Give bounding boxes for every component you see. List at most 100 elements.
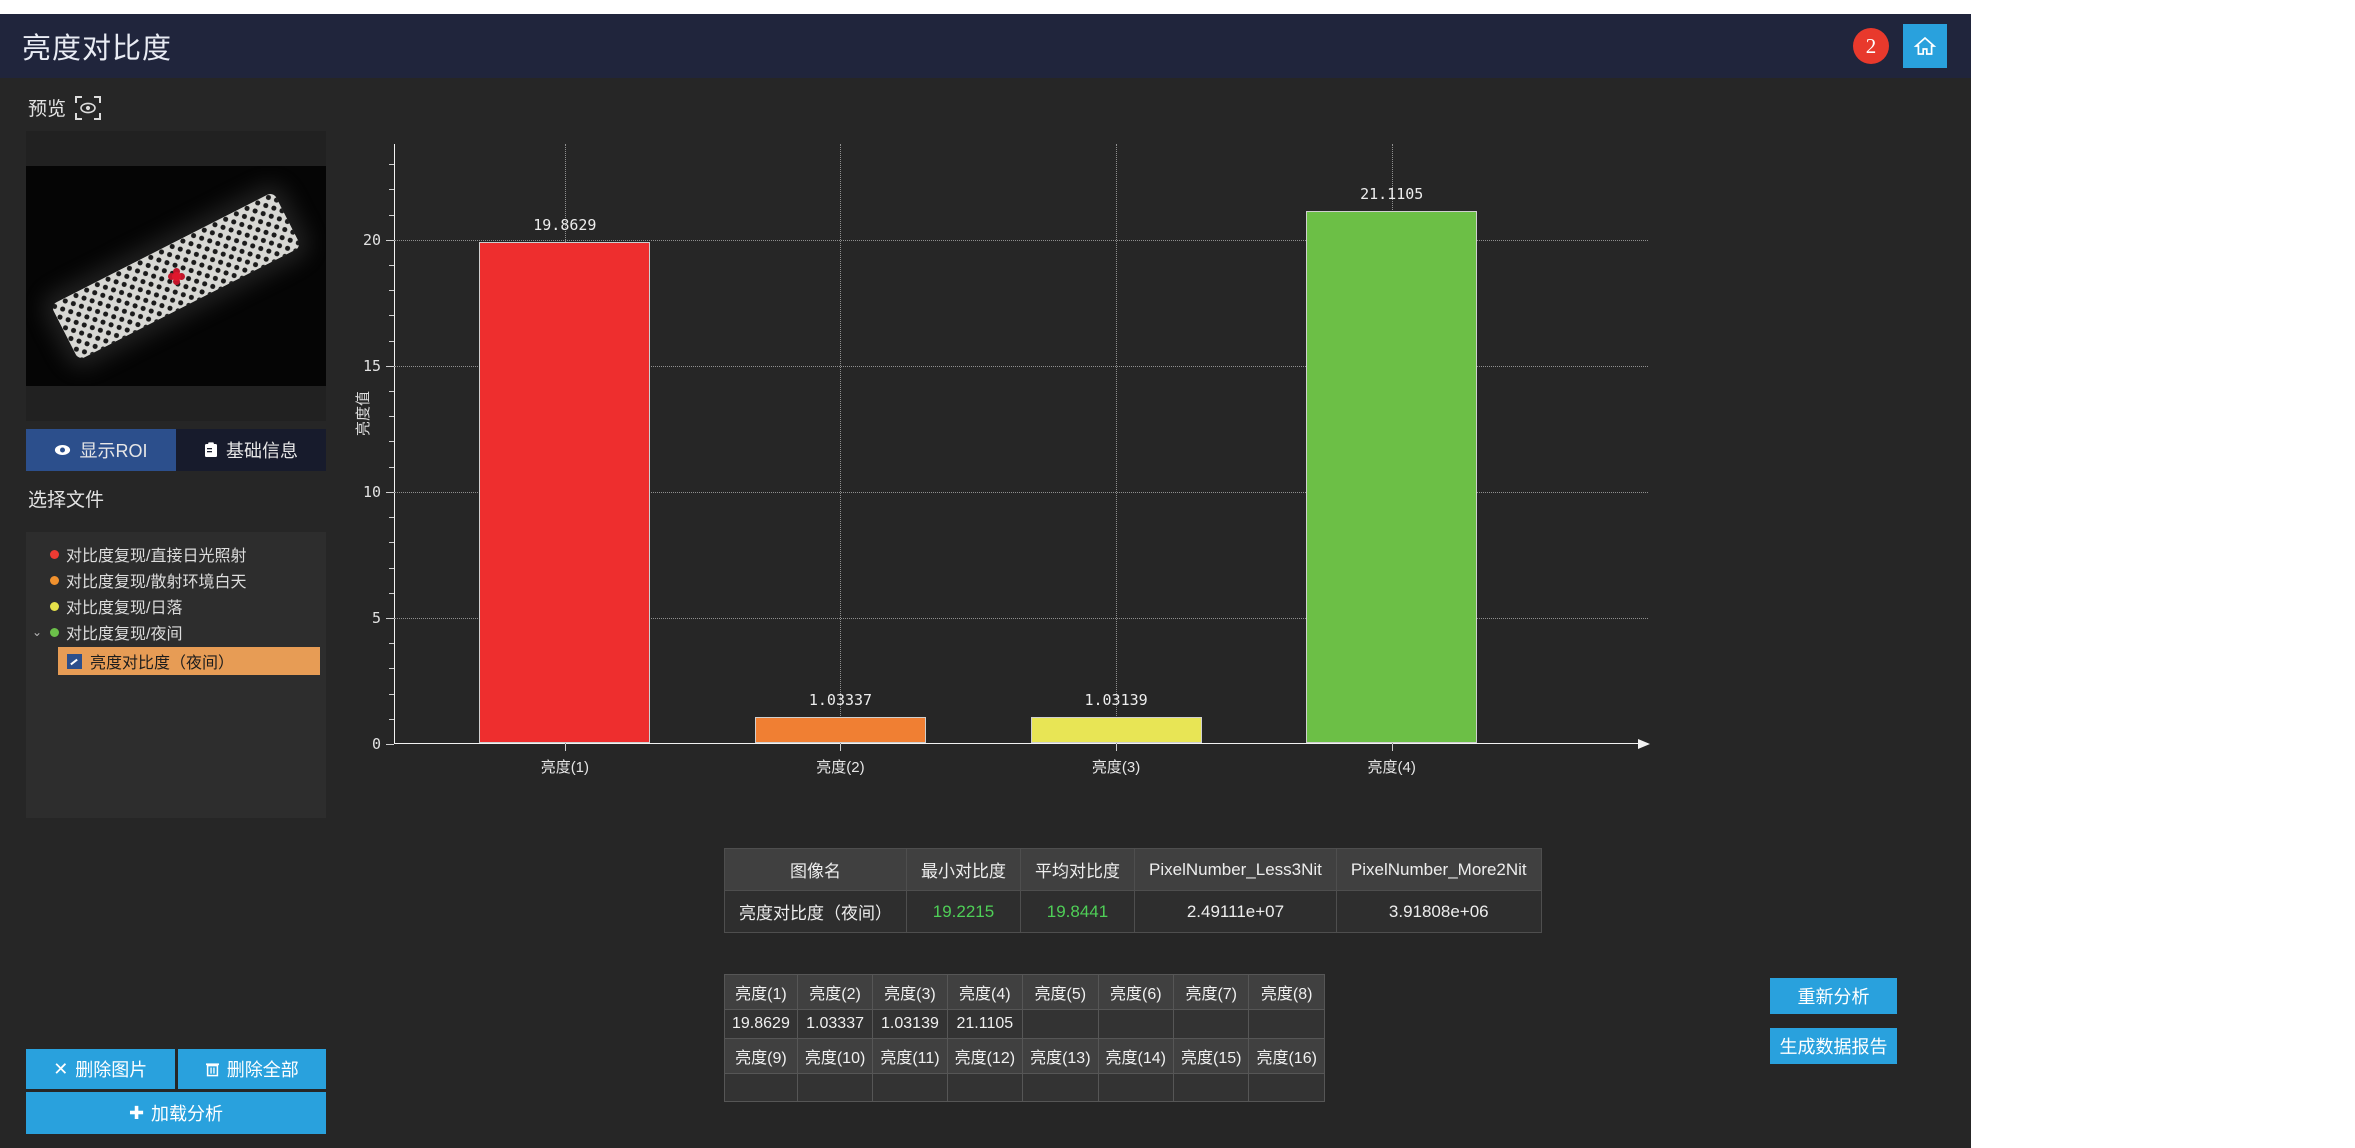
values-table-header: 亮度(6) [1097, 974, 1175, 1010]
tree-child-selected[interactable]: 亮度对比度（夜间） [58, 647, 320, 675]
main-panel: 亮度值 0 5 10 15 20 19.8629 亮度(1) 1.03337 亮度(2) 1.03… [352, 78, 1971, 1148]
reanalyze-button[interactable]: 重新分析 [1770, 978, 1897, 1014]
delete-image-label: 删除图片 [75, 1060, 148, 1080]
gridline [394, 239, 1648, 241]
y-axis-tick-label: 15 [362, 356, 381, 375]
gridline [394, 365, 1648, 367]
y-axis-tick-label: 20 [362, 230, 381, 249]
values-table: 亮度(1) 亮度(2) 亮度(3) 亮度(4) 亮度(5) 亮度(6) 亮度(7) 亮度(8)… [724, 974, 1325, 1102]
y-axis-minor-tick [389, 214, 394, 216]
y-axis-minor-tick [389, 517, 394, 519]
bar-2[interactable] [755, 716, 926, 743]
y-axis-label: 亮度值 [355, 390, 372, 436]
tree-item-3[interactable]: ⌄ 对比度复现/夜间 [32, 619, 320, 645]
summary-table-cell: 亮度对比度（夜间） [724, 890, 907, 933]
home-icon [1913, 36, 1937, 55]
tab-show-roi-label: 显示ROI [79, 441, 148, 461]
values-table-header: 亮度(16) [1248, 1038, 1325, 1074]
values-data-row-1: 19.8629 1.03337 1.03139 21.1105 [724, 1009, 1325, 1039]
y-axis-minor-tick [389, 416, 394, 418]
summary-table-cell: 19.8441 [1020, 890, 1135, 933]
page-title: 亮度对比度 [22, 33, 173, 65]
x-axis-line [394, 743, 1648, 744]
delete-all-label: 删除全部 [226, 1060, 299, 1080]
table-row[interactable]: 亮度对比度（夜间） 19.2215 19.8441 2.49111e+07 3.9180… [724, 890, 1542, 933]
y-axis-minor-tick [389, 391, 394, 393]
values-table-header: 亮度(7) [1172, 974, 1250, 1010]
y-axis-minor-tick [389, 466, 394, 468]
title-bar-actions: 2 [1853, 24, 1959, 68]
tree-item-0[interactable]: › 对比度复现/直接日光照射 [32, 541, 320, 567]
values-table-cell [796, 1073, 874, 1102]
x-axis-tick-label: 亮度(1) [540, 759, 590, 776]
tab-show-roi[interactable]: 显示ROI [26, 429, 176, 471]
summary-table-header: PixelNumber_More2Nit [1335, 848, 1542, 891]
y-axis-major-tick [386, 491, 394, 493]
notification-badge[interactable]: 2 [1853, 28, 1889, 64]
values-table-header: 亮度(2) [796, 974, 874, 1010]
values-table-cell [1097, 1073, 1175, 1102]
status-dot [50, 627, 59, 637]
values-table-cell [1022, 1073, 1099, 1102]
values-table-cell [1097, 1009, 1175, 1039]
values-table-cell [946, 1073, 1024, 1102]
bar-value-label: 1.03337 [808, 690, 873, 709]
y-axis-minor-tick [389, 189, 394, 191]
status-dot [50, 575, 59, 585]
values-data-row-2 [724, 1073, 1325, 1102]
file-select-label: 选择文件 [28, 490, 105, 511]
delete-image-button[interactable]: ✕ 删除图片 [26, 1049, 175, 1089]
tree-item-1[interactable]: › 对比度复现/散射环境白天 [32, 567, 320, 593]
values-table-cell: 1.03337 [796, 1009, 874, 1039]
bar-value-label: 19.8629 [533, 216, 597, 235]
values-table-cell [1022, 1009, 1099, 1039]
delete-all-button[interactable]: 删除全部 [177, 1049, 326, 1089]
preview-label: 预览 [28, 99, 67, 120]
values-table-header: 亮度(1) [724, 974, 798, 1010]
summary-table-body: 亮度对比度（夜间） 19.2215 19.8441 2.49111e+07 3.9180… [724, 890, 1542, 933]
app-window: 亮度对比度 2 预览 [0, 14, 1971, 1148]
summary-table-cell: 3.91808e+06 [1335, 890, 1542, 933]
x-axis-tick [1116, 744, 1118, 751]
roi-marker [172, 272, 181, 281]
checkbox-icon[interactable] [67, 653, 82, 669]
summary-table-header: PixelNumber_Less3Nit [1134, 848, 1337, 891]
home-button[interactable] [1903, 24, 1947, 68]
values-table-header: 亮度(5) [1022, 974, 1099, 1010]
tree-item-2[interactable]: › 对比度复现/日落 [32, 593, 320, 619]
trash-icon [205, 1063, 219, 1077]
values-table-cell [724, 1073, 798, 1102]
preview-image-container[interactable] [26, 131, 326, 421]
tree-item-label: 对比度复现/散射环境白天 [66, 574, 247, 591]
analysis-actions: 重新分析 生成数据报告 [1770, 978, 1897, 1064]
values-table-header: 亮度(3) [872, 974, 948, 1010]
values-table-header: 亮度(11) [872, 1038, 948, 1074]
bar-4[interactable] [1306, 210, 1478, 743]
file-tree[interactable]: › 对比度复现/直接日光照射 › 对比度复现/散射环境白天 › 对比度复现/日落… [26, 532, 326, 818]
values-table-cell: 21.1105 [946, 1009, 1024, 1039]
values-table-header: 亮度(15) [1172, 1038, 1250, 1074]
close-icon: ✕ [53, 1058, 69, 1079]
values-table-cell [1248, 1073, 1325, 1102]
vertical-gridline [840, 144, 842, 744]
summary-table-cell: 2.49111e+07 [1134, 890, 1337, 933]
y-axis-major-tick [386, 365, 394, 367]
values-table-header: 亮度(9) [724, 1038, 798, 1074]
values-table-header: 亮度(13) [1022, 1038, 1099, 1074]
window-body: 预览 [0, 78, 1971, 1148]
tab-basic-info[interactable]: 基础信息 [176, 429, 326, 471]
title-bar: 亮度对比度 2 [0, 14, 1971, 78]
load-analyze-button[interactable]: ✚ 加载分析 [26, 1092, 326, 1134]
summary-table-header: 最小对比度 [906, 848, 1021, 891]
values-table-cell: 19.8629 [724, 1009, 798, 1039]
summary-table-cell: 19.2215 [906, 890, 1021, 933]
tree-child-label: 亮度对比度（夜间） [90, 655, 235, 672]
bar-1[interactable] [479, 242, 651, 743]
tree-item-label: 对比度复现/直接日光照射 [66, 548, 247, 565]
generate-report-button[interactable]: 生成数据报告 [1770, 1028, 1897, 1064]
chevron-down-icon[interactable]: ⌄ [32, 625, 43, 639]
bar-3[interactable] [1030, 717, 1202, 743]
values-table-header: 亮度(4) [946, 974, 1024, 1010]
y-axis-tick-label: 0 [371, 735, 381, 753]
preview-header: 预览 [28, 94, 326, 121]
